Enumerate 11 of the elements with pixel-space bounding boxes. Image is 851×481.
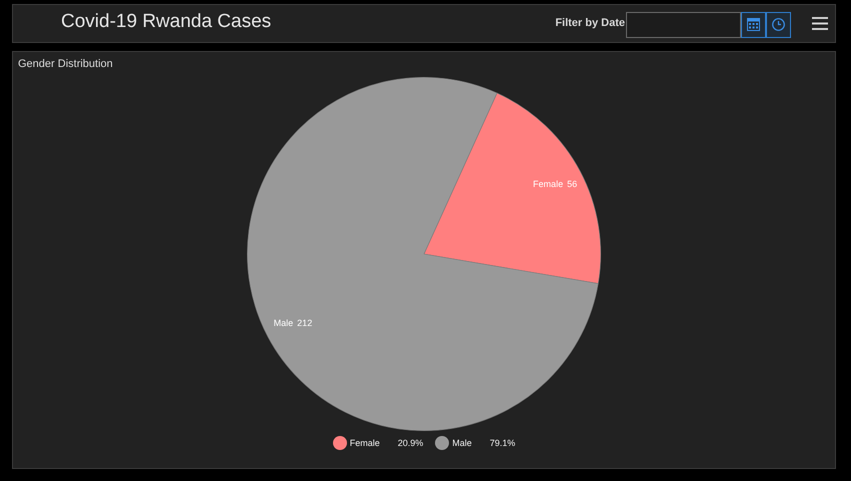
chart-title: Covid-19 Rwanda Cases — [61, 11, 272, 33]
data-label: 56 — [567, 178, 578, 189]
text: 79.1% — [490, 438, 516, 448]
legend-label: Female — [350, 438, 380, 448]
slice-label: Male — [274, 318, 294, 328]
text: Gender Distribution — [18, 58, 113, 70]
slice-label: Female — [533, 178, 564, 189]
legend-label: Male — [452, 438, 472, 448]
text: Filter by Date — [555, 17, 625, 29]
data-label: 212 — [297, 318, 312, 328]
text: 20.9% — [398, 438, 424, 448]
